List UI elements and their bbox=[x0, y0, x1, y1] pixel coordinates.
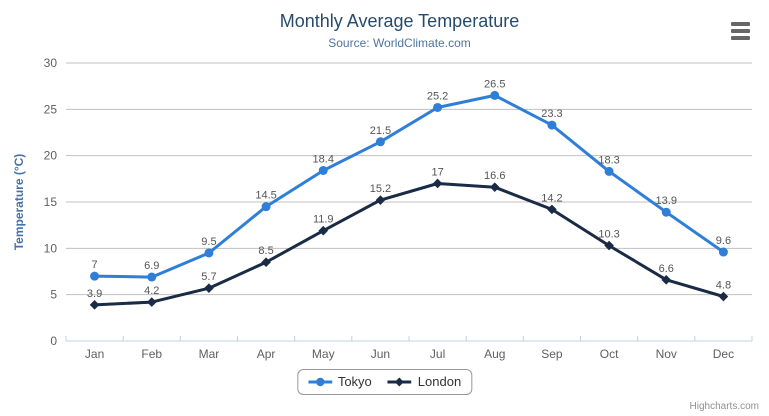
london-data-label: 17 bbox=[431, 166, 443, 178]
legend-label-london: London bbox=[417, 374, 462, 389]
london-point-marker[interactable] bbox=[204, 283, 214, 293]
legend-label-tokyo: Tokyo bbox=[337, 374, 372, 389]
grid-lines bbox=[66, 62, 752, 296]
x-axis bbox=[65, 336, 753, 342]
y-axis-tick-label: 0 bbox=[50, 334, 57, 348]
tokyo-data-label: 25.2 bbox=[427, 90, 448, 102]
tokyo-data-label: 9.5 bbox=[201, 236, 216, 248]
london-point-marker[interactable] bbox=[318, 225, 329, 236]
axis-labels: 0 5 10 15 20 25 30 Jan Feb Mar Apr May Jun Jul Aug Sep O… bbox=[44, 56, 734, 361]
london-point-marker[interactable] bbox=[547, 204, 557, 215]
tokyo-series-marker-icon bbox=[307, 377, 332, 386]
london-point-marker[interactable] bbox=[146, 297, 157, 307]
tokyo-point-marker[interactable] bbox=[147, 272, 157, 282]
chart-title: Monthly Average Temperature bbox=[279, 11, 520, 31]
tokyo-point-marker[interactable] bbox=[718, 247, 728, 257]
london-point-marker[interactable] bbox=[432, 178, 443, 189]
tokyo-point-marker[interactable] bbox=[547, 120, 557, 130]
hamburger-bar bbox=[731, 22, 750, 26]
x-axis-tick-label: Oct bbox=[600, 347, 619, 361]
london-point-marker[interactable] bbox=[604, 240, 614, 251]
y-axis-title: Temperature (°C) bbox=[12, 154, 26, 251]
london-data-label: 8.5 bbox=[258, 245, 273, 257]
hamburger-bar bbox=[731, 36, 750, 40]
tokyo-data-label: 14.5 bbox=[255, 190, 276, 202]
london-data-label: 15.2 bbox=[370, 183, 391, 195]
tokyo-data-label: 21.5 bbox=[370, 125, 391, 137]
london-point-marker[interactable] bbox=[489, 182, 500, 192]
series-line-london[interactable] bbox=[93, 182, 725, 307]
series-markers bbox=[89, 90, 729, 310]
london-data-label: 14.2 bbox=[541, 192, 562, 204]
x-axis-tick-label: Apr bbox=[257, 347, 276, 361]
y-axis-tick-label: 25 bbox=[44, 102, 58, 116]
london-data-label: 4.2 bbox=[144, 285, 159, 297]
tokyo-data-label: 6.9 bbox=[144, 260, 159, 272]
london-data-label: 16.6 bbox=[484, 170, 505, 182]
x-axis-tick-label: Aug bbox=[484, 347, 505, 361]
series-line-tokyo[interactable] bbox=[93, 93, 725, 279]
tokyo-point-marker[interactable] bbox=[204, 248, 214, 258]
tokyo-data-label: 26.5 bbox=[484, 78, 505, 90]
tokyo-point-marker[interactable] bbox=[490, 90, 500, 100]
tokyo-data-label: 18.3 bbox=[598, 154, 619, 166]
x-axis-tick-label: Jul bbox=[430, 347, 445, 361]
y-axis-tick-label: 15 bbox=[44, 195, 58, 209]
london-point-marker[interactable] bbox=[261, 257, 271, 268]
london-point-marker[interactable] bbox=[718, 291, 729, 302]
x-axis-tick-label: Sep bbox=[541, 347, 563, 361]
london-data-label: 4.8 bbox=[716, 280, 731, 292]
legend-box: Tokyo London bbox=[296, 369, 473, 395]
hamburger-bar bbox=[731, 29, 750, 33]
x-axis-tick-label: Dec bbox=[713, 347, 734, 361]
x-axis-tick-label: May bbox=[312, 347, 335, 361]
x-axis-tick-label: Mar bbox=[199, 347, 220, 361]
series-lines bbox=[93, 93, 725, 307]
tokyo-point-marker[interactable] bbox=[261, 202, 271, 212]
tokyo-data-label: 23.3 bbox=[541, 108, 562, 120]
tokyo-point-marker[interactable] bbox=[318, 165, 328, 175]
london-data-label: 11.9 bbox=[313, 214, 334, 226]
legend-item-london[interactable]: London bbox=[387, 374, 462, 389]
tokyo-data-label: 9.6 bbox=[716, 235, 731, 247]
tokyo-data-label: 18.4 bbox=[313, 153, 334, 165]
chart-subtitle: Source: WorldClimate.com bbox=[328, 36, 471, 50]
tokyo-point-marker[interactable] bbox=[604, 166, 614, 176]
x-axis-tick-label: Feb bbox=[141, 347, 162, 361]
x-axis-tick-label: Jun bbox=[371, 347, 390, 361]
y-axis-tick-label: 5 bbox=[50, 288, 57, 302]
london-point-marker[interactable] bbox=[89, 300, 100, 310]
x-axis-tick-label: Nov bbox=[656, 347, 677, 361]
tokyo-point-marker[interactable] bbox=[90, 271, 100, 281]
london-data-label: 10.3 bbox=[598, 229, 619, 241]
tokyo-data-label: 7 bbox=[92, 259, 98, 271]
london-data-label: 5.7 bbox=[201, 271, 216, 283]
y-axis-tick-label: 10 bbox=[44, 241, 58, 255]
london-point-marker[interactable] bbox=[375, 195, 386, 205]
tokyo-point-marker[interactable] bbox=[375, 137, 385, 147]
london-series-marker-icon bbox=[387, 377, 412, 386]
tokyo-point-marker[interactable] bbox=[661, 207, 671, 217]
london-data-label: 3.9 bbox=[87, 288, 102, 300]
hamburger-icon[interactable] bbox=[731, 22, 750, 40]
london-data-label: 6.6 bbox=[659, 263, 674, 275]
y-axis-tick-label: 20 bbox=[44, 149, 58, 163]
tokyo-point-marker[interactable] bbox=[433, 102, 443, 112]
legend-item-tokyo[interactable]: Tokyo bbox=[307, 374, 372, 389]
highcharts-credit-link[interactable]: Highcharts.com bbox=[689, 401, 759, 412]
x-axis-tick-label: Jan bbox=[85, 347, 104, 361]
data-labels: 7 6.9 9.5 14.5 18.4 21.5 25.2 26.5 23.3 18.3 13.9 9… bbox=[87, 78, 731, 299]
tokyo-data-label: 13.9 bbox=[656, 195, 677, 207]
y-axis-tick-label: 30 bbox=[44, 56, 58, 70]
london-point-marker[interactable] bbox=[661, 275, 672, 285]
